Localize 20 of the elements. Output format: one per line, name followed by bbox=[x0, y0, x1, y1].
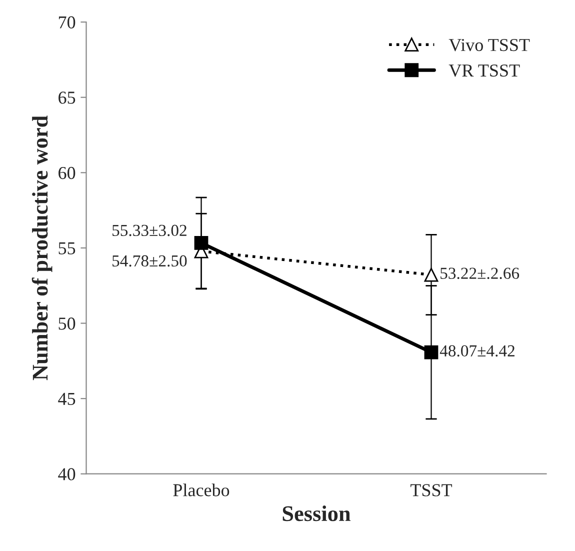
data-label: 54.78±2.50 bbox=[112, 255, 187, 267]
point bbox=[194, 236, 208, 250]
legend-label: Vivo TSST bbox=[448, 38, 530, 52]
point bbox=[424, 268, 438, 282]
y-tick-label: 55 bbox=[58, 242, 76, 254]
legend-label: VR TSST bbox=[448, 64, 520, 77]
x-tick-label: TSST bbox=[410, 484, 452, 496]
y-tick-label: 45 bbox=[58, 392, 76, 405]
y-axis-title: Number of productive word bbox=[32, 116, 52, 380]
y-tick-label: 70 bbox=[58, 16, 76, 28]
y-tick-label: 40 bbox=[58, 468, 76, 480]
data-label: 55.33±3.02 bbox=[112, 224, 186, 236]
x-axis-title: Session bbox=[282, 506, 350, 522]
data-label: 53.22±.2.66 bbox=[440, 268, 520, 280]
data-label: 48.07±4.42 bbox=[440, 345, 514, 357]
y-tick-label: 65 bbox=[58, 92, 76, 104]
point bbox=[424, 345, 438, 360]
x-tick-label: Placebo bbox=[173, 484, 230, 496]
y-tick-label: 50 bbox=[58, 318, 76, 330]
y-tick-label: 60 bbox=[58, 166, 76, 180]
